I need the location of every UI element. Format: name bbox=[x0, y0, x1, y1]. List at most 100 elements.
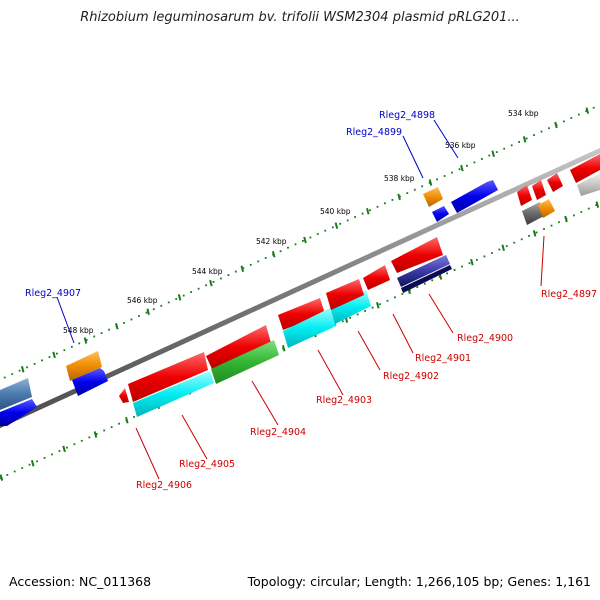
gene-label-rleg2-4898[interactable]: Rleg2_4898 bbox=[379, 110, 435, 121]
gene-label-rleg2-4899[interactable]: Rleg2_4899 bbox=[346, 127, 402, 138]
gene-red-4905[interactable] bbox=[128, 352, 208, 402]
ruler-tick bbox=[177, 294, 182, 301]
gene-orange-4907[interactable] bbox=[66, 351, 102, 381]
strand-dot bbox=[316, 233, 319, 235]
gene-red-4904[interactable] bbox=[206, 325, 271, 369]
strand-dot bbox=[103, 429, 106, 432]
strand-dot bbox=[3, 376, 6, 379]
gene-red-4901[interactable] bbox=[363, 265, 390, 290]
strand-dot bbox=[21, 467, 24, 469]
strand-dot bbox=[93, 335, 96, 338]
gene-blue-far-left[interactable] bbox=[0, 399, 37, 426]
gene-red-top-d[interactable] bbox=[570, 154, 600, 183]
leader-rleg2-4903 bbox=[317, 349, 344, 396]
gene-navy-4900b[interactable] bbox=[401, 265, 452, 293]
ruler-tick bbox=[52, 351, 56, 359]
ruler-tick bbox=[281, 345, 286, 352]
strand-dot bbox=[401, 293, 404, 295]
strand-dot bbox=[386, 299, 389, 302]
strand-dot bbox=[543, 228, 545, 230]
gene-red-4900[interactable] bbox=[391, 237, 443, 273]
strand-dot bbox=[190, 291, 192, 293]
tick-label-536: 536 kbp bbox=[445, 141, 476, 150]
strand-dot bbox=[88, 436, 91, 439]
gene-red-4903[interactable] bbox=[278, 298, 325, 330]
gene-label-rleg2-4905[interactable]: Rleg2_4905 bbox=[179, 459, 235, 470]
strand-dot bbox=[371, 306, 374, 309]
strand-dot bbox=[473, 161, 476, 164]
gene-red-top-b[interactable] bbox=[532, 180, 546, 200]
gene-gray-4897[interactable] bbox=[522, 202, 544, 225]
strand-dot bbox=[525, 137, 528, 140]
strand-dot bbox=[354, 216, 356, 218]
gene-green-4904[interactable] bbox=[211, 340, 279, 384]
ruler-tick bbox=[303, 236, 307, 244]
ruler-tick bbox=[83, 337, 88, 344]
strand-dot bbox=[133, 416, 135, 418]
gene-blue-4907[interactable] bbox=[72, 368, 108, 396]
gene-blue-4898[interactable] bbox=[451, 180, 498, 213]
strand-dot bbox=[540, 130, 543, 133]
label-leaders bbox=[56, 119, 545, 480]
ruler-tick bbox=[20, 366, 25, 373]
strand-dot bbox=[570, 117, 573, 119]
strand-dot bbox=[118, 422, 120, 425]
gene-label-rleg2-4901[interactable]: Rleg2_4901 bbox=[415, 353, 471, 364]
tick-label-534: 534 kbp bbox=[508, 109, 539, 118]
gene-label-rleg2-4904[interactable]: Rleg2_4904 bbox=[250, 427, 306, 438]
gene-navy-4900[interactable] bbox=[397, 255, 450, 287]
strand-dot bbox=[577, 113, 580, 116]
gene-label-rleg2-4903[interactable]: Rleg2_4903 bbox=[316, 395, 372, 406]
gene-orange-4899[interactable] bbox=[423, 187, 443, 207]
leader-rleg2-4907 bbox=[56, 296, 75, 344]
strand-dot bbox=[28, 463, 31, 466]
ruler-tick bbox=[564, 215, 568, 223]
gene-red-4906-tip[interactable] bbox=[119, 388, 129, 403]
gene-orange-4897[interactable] bbox=[538, 199, 555, 218]
strand-dot bbox=[528, 235, 530, 237]
leader-rleg2-4897 bbox=[540, 235, 545, 287]
strand-dot bbox=[364, 310, 366, 312]
strand-dot bbox=[416, 286, 419, 288]
gene-lightgray-top[interactable] bbox=[577, 173, 600, 196]
strand-dot bbox=[356, 313, 359, 316]
gene-label-rleg2-4900[interactable]: Rleg2_4900 bbox=[457, 333, 513, 344]
gene-blue-4899[interactable] bbox=[432, 206, 449, 222]
gene-red-top-c[interactable] bbox=[547, 173, 563, 192]
strand-dot bbox=[446, 272, 448, 275]
ruler-tick bbox=[460, 164, 464, 172]
strand-dot bbox=[167, 301, 170, 304]
gene-steel-left[interactable] bbox=[0, 378, 32, 410]
gene-red-4902[interactable] bbox=[326, 279, 364, 310]
gene-label-rleg2-4897[interactable]: Rleg2_4897 bbox=[541, 289, 597, 300]
strand-dot bbox=[205, 284, 207, 287]
strand-dot bbox=[361, 212, 364, 215]
tick-label-538: 538 kbp bbox=[384, 174, 415, 183]
strand-dot bbox=[70, 345, 73, 348]
strand-dot bbox=[476, 258, 478, 261]
strand-dot bbox=[51, 453, 53, 456]
leader-rleg2-4901 bbox=[392, 313, 414, 354]
strand-dot bbox=[513, 241, 516, 244]
gene-red-top-a[interactable] bbox=[517, 185, 532, 206]
leader-rleg2-4904 bbox=[251, 380, 279, 426]
ruler-tick bbox=[115, 322, 119, 330]
ruler-tick bbox=[501, 244, 505, 252]
gene-label-rleg2-4907[interactable]: Rleg2_4907 bbox=[25, 288, 81, 299]
gene-cyan-4902[interactable] bbox=[330, 290, 371, 324]
gene-label-rleg2-4902[interactable]: Rleg2_4902 bbox=[383, 371, 439, 382]
strand-dot bbox=[182, 294, 185, 297]
strand-dot bbox=[431, 279, 434, 282]
strand-dot bbox=[376, 205, 379, 208]
ruler-tick bbox=[470, 258, 474, 266]
gene-cyan-4903[interactable] bbox=[283, 308, 336, 348]
gene-label-rleg2-4906[interactable]: Rleg2_4906 bbox=[136, 480, 192, 491]
strand-dot bbox=[468, 262, 471, 265]
strand-dot bbox=[110, 426, 113, 428]
strand-dot bbox=[533, 134, 535, 136]
gene-cyan-4905[interactable] bbox=[133, 371, 214, 417]
strand-dot bbox=[587, 207, 590, 210]
strand-dot bbox=[331, 226, 334, 229]
strand-dot bbox=[580, 211, 583, 213]
strand-dot bbox=[451, 171, 453, 174]
